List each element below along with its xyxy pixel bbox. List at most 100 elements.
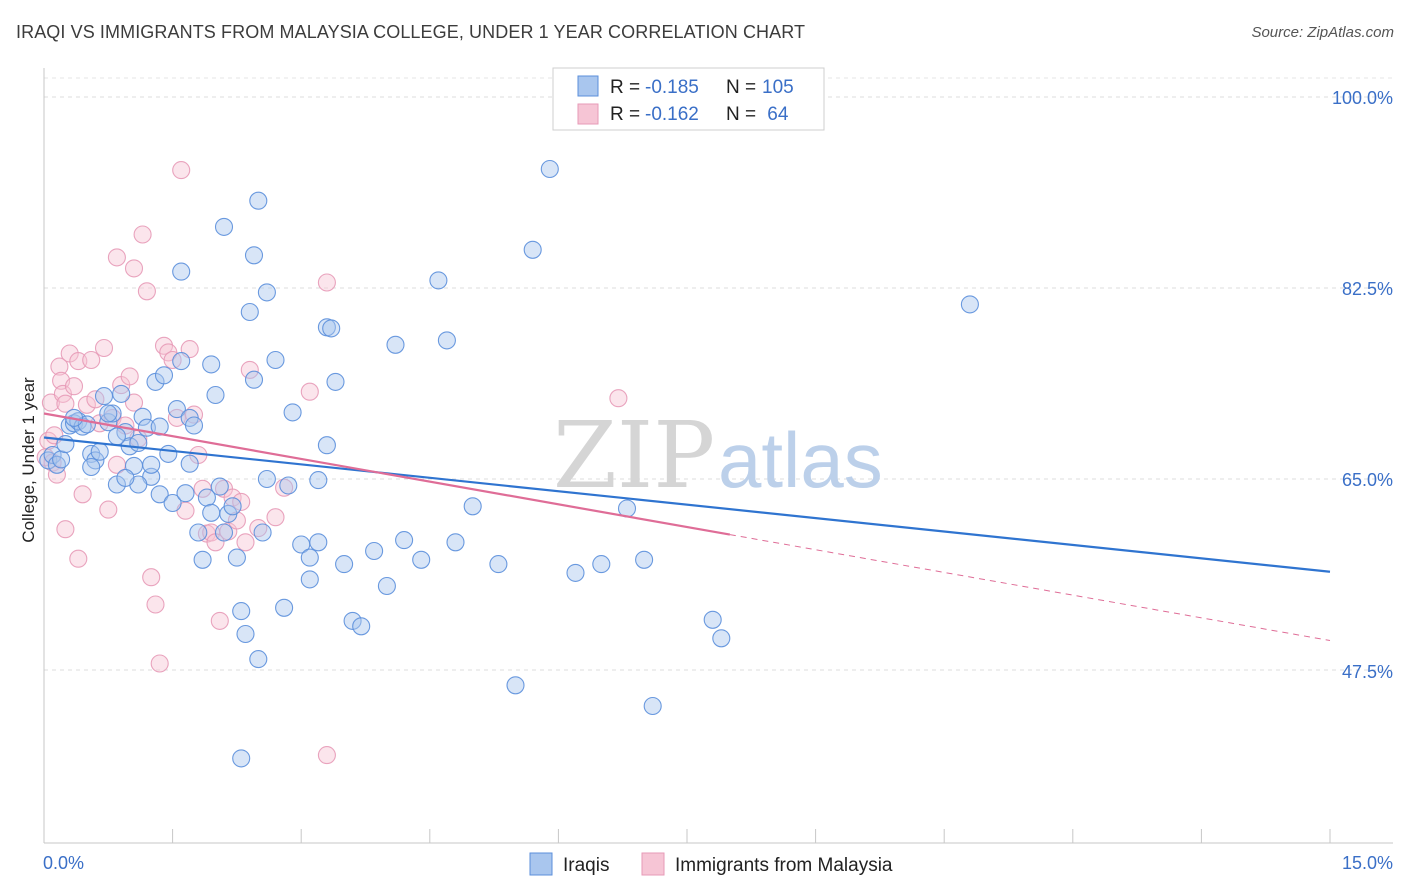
iraqi-point bbox=[712, 629, 731, 648]
bottom-legend-label-iraqis: Iraqis bbox=[563, 855, 609, 876]
iraqi-point bbox=[232, 749, 251, 768]
watermark-zip: ZIP bbox=[553, 402, 715, 509]
malaysia-point bbox=[142, 568, 161, 587]
iraqi-point bbox=[566, 563, 585, 582]
iraqi-point bbox=[244, 370, 264, 389]
iraqi-point bbox=[52, 450, 71, 469]
malaysia-point bbox=[69, 549, 88, 568]
iraqi-point bbox=[82, 457, 101, 477]
malaysia-point bbox=[300, 382, 319, 401]
iraqi-point bbox=[176, 484, 195, 503]
iraqi-trend-line bbox=[43, 436, 1331, 573]
iraqi-point bbox=[335, 555, 354, 574]
iraqi-point bbox=[523, 240, 542, 259]
legend-r-value-2: -0.162 bbox=[645, 104, 699, 125]
iraqi-point bbox=[506, 676, 525, 695]
source-credit: Source: ZipAtlas.com bbox=[1251, 24, 1394, 41]
iraqi-point bbox=[309, 533, 328, 552]
malaysia-point bbox=[137, 282, 156, 301]
legend-swatch-malaysia bbox=[577, 103, 599, 125]
iraqi-point bbox=[244, 246, 264, 265]
x-tick-label-max: 15.0% bbox=[1342, 853, 1393, 873]
iraqi-point bbox=[240, 302, 259, 322]
malaysia-trend-line bbox=[43, 412, 731, 536]
iraqi-point bbox=[180, 454, 199, 473]
iraqi-point bbox=[437, 331, 456, 350]
iraqi-point bbox=[202, 355, 221, 374]
malaysia-point bbox=[317, 273, 336, 292]
malaysia-point bbox=[232, 492, 251, 511]
legend-n-label-2: N = bbox=[726, 104, 756, 125]
iraqi-point bbox=[133, 407, 152, 426]
malaysia-point bbox=[150, 654, 169, 673]
watermark-atlas: atlas bbox=[718, 416, 883, 504]
malaysia-point bbox=[146, 595, 165, 614]
iraqi-point bbox=[112, 384, 131, 403]
iraqi-point bbox=[214, 217, 234, 236]
iraqi-point bbox=[249, 650, 268, 669]
iraqi-point bbox=[159, 444, 178, 463]
iraqi-point bbox=[249, 191, 268, 210]
iraqi-point bbox=[365, 541, 384, 561]
bottom-legend-swatch-malaysia bbox=[641, 852, 665, 876]
iraqi-point bbox=[343, 611, 362, 630]
iraqi-point bbox=[99, 404, 118, 423]
legend-n-label-1: N = bbox=[726, 77, 756, 98]
iraqi-point bbox=[322, 319, 341, 338]
iraqi-point bbox=[202, 503, 221, 522]
iraqi-point bbox=[429, 271, 448, 290]
legend-r-label-1: R = bbox=[610, 77, 640, 98]
iraqi-point bbox=[90, 442, 109, 461]
y-tick-label-47-5: 47.5% bbox=[1342, 662, 1393, 682]
y-tick-label-82-5: 82.5% bbox=[1342, 279, 1393, 299]
iraqi-point bbox=[489, 555, 508, 574]
iraqi-point bbox=[446, 533, 465, 552]
malaysia-point bbox=[73, 485, 92, 504]
iraqi-point bbox=[236, 624, 255, 644]
iraqi-point bbox=[257, 469, 276, 489]
iraqi-point bbox=[189, 523, 208, 542]
malaysia-point bbox=[94, 338, 114, 358]
legend-r-label-2: R = bbox=[610, 104, 640, 125]
iraqi-point bbox=[257, 283, 276, 302]
iraqi-point bbox=[197, 488, 216, 507]
iraqi-point bbox=[232, 602, 251, 621]
iraqi-point bbox=[223, 497, 242, 516]
iraqi-point bbox=[300, 548, 319, 567]
iraqi-point bbox=[116, 468, 135, 487]
malaysia-point bbox=[99, 500, 118, 519]
trend-lines bbox=[43, 412, 1331, 642]
iraqi-point bbox=[352, 617, 371, 636]
iraqi-point bbox=[167, 400, 186, 419]
iraqi-point bbox=[43, 445, 62, 465]
y-tick-label-100: 100.0% bbox=[1332, 88, 1393, 108]
iraqi-point bbox=[184, 416, 204, 435]
iraqi-point bbox=[283, 403, 302, 422]
malaysia-point bbox=[266, 508, 285, 527]
iraqi-point bbox=[150, 485, 169, 504]
malaysia-point bbox=[56, 520, 75, 539]
malaysia-point bbox=[47, 465, 66, 484]
bottom-legend: Iraqis Immigrants from Malaysia bbox=[529, 852, 893, 876]
iraqi-point bbox=[172, 352, 191, 371]
iraqi-point bbox=[635, 550, 654, 569]
iraqi-point bbox=[326, 372, 345, 391]
legend-n-value-1: 105 bbox=[762, 77, 794, 98]
y-tick-label-65: 65.0% bbox=[1342, 470, 1393, 490]
iraqi-point bbox=[94, 387, 114, 406]
malaysia-point bbox=[50, 357, 69, 376]
malaysia-point bbox=[107, 248, 126, 267]
iraqi-point bbox=[395, 531, 414, 550]
malaysia-point bbox=[240, 360, 259, 379]
x-tick-label-min: 0.0% bbox=[43, 853, 84, 873]
iraqi-point bbox=[172, 262, 191, 281]
malaysia-point bbox=[172, 161, 191, 180]
iraqi-point bbox=[253, 523, 272, 542]
malaysia-point bbox=[317, 746, 336, 765]
malaysia-point bbox=[210, 611, 229, 630]
malaysia-point bbox=[56, 394, 75, 413]
malaysia-point bbox=[124, 259, 144, 278]
malaysia-point bbox=[609, 389, 628, 408]
iraqi-point bbox=[107, 427, 126, 446]
